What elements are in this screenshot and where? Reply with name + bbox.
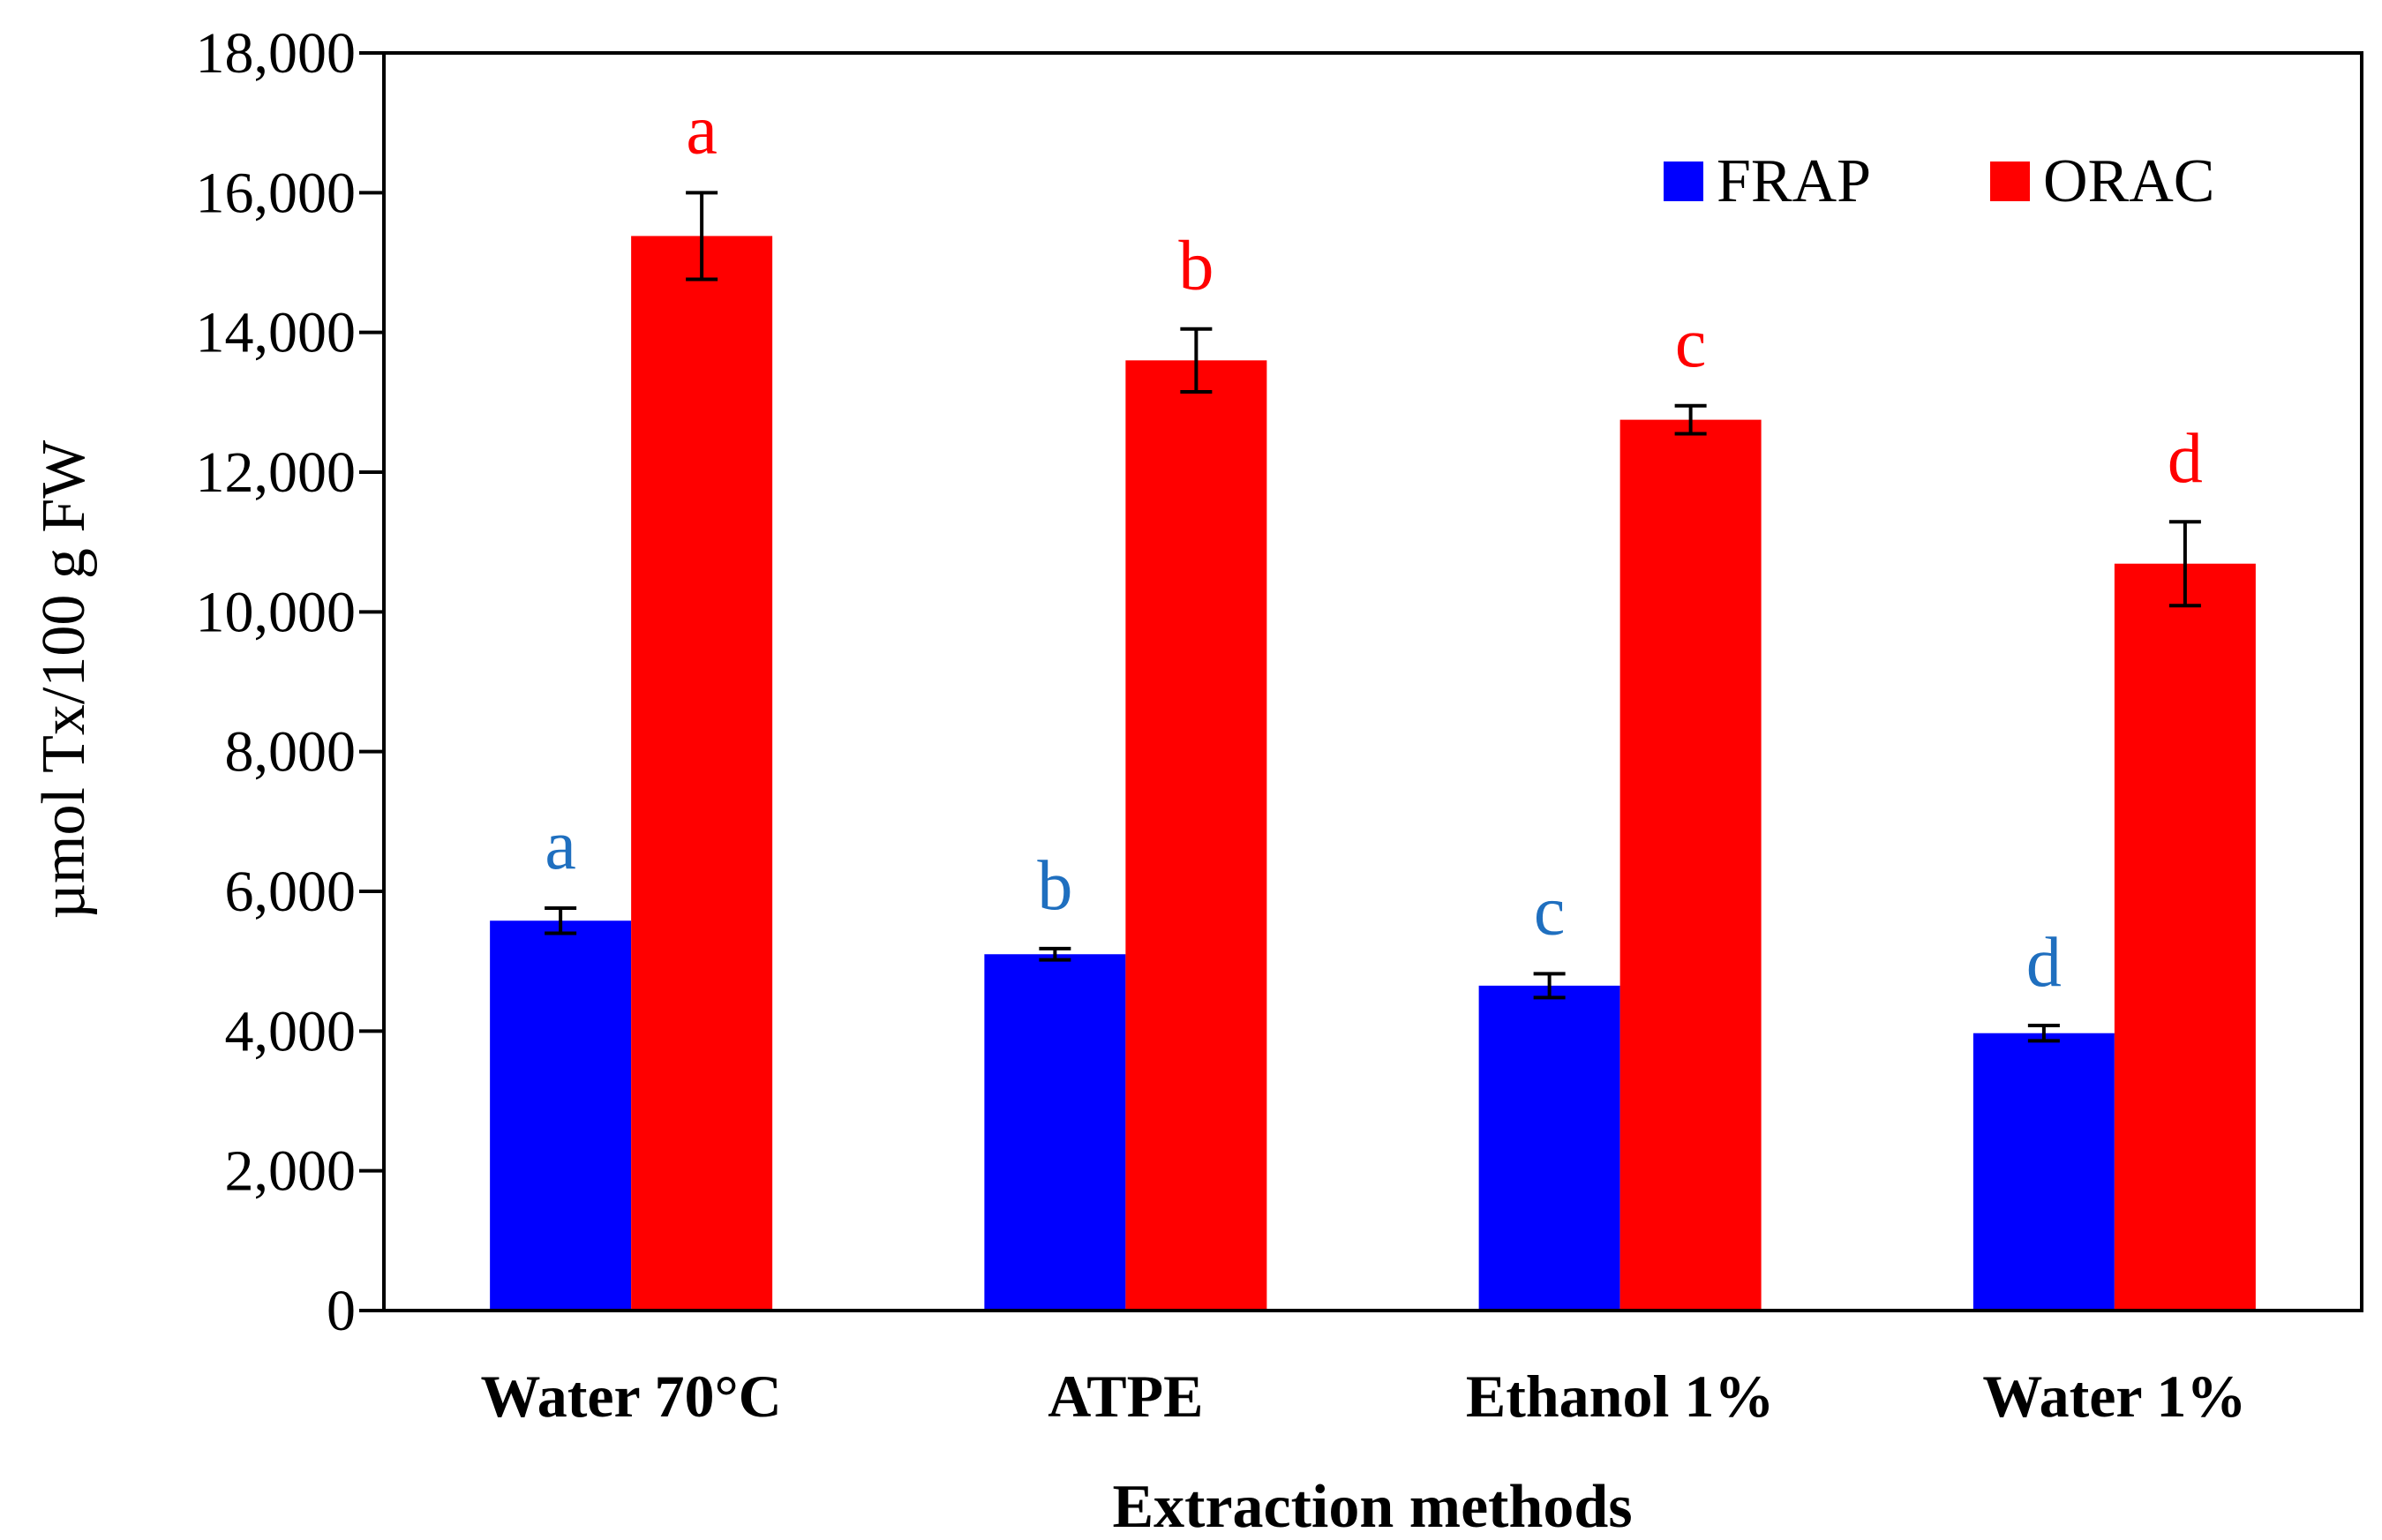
y-tick-label: 18,000 — [196, 21, 357, 86]
y-axis-title: µmol Tx/100 g FW — [30, 440, 98, 920]
bar-orac — [1619, 419, 1762, 1311]
legend-item-frap: FRAP — [1664, 147, 1871, 215]
y-axis: 0 2,000 4,000 6,000 8,000 10,000 12,000 14,000 1… — [196, 21, 384, 1343]
significance-label-orac: d — [2168, 420, 2203, 498]
plot-frame — [382, 51, 2363, 1312]
legend-swatch — [1990, 162, 2030, 201]
y-tick-label: 14,000 — [196, 301, 357, 365]
bar-frap — [1478, 985, 1620, 1311]
x-category-label: Water 1% — [1982, 1363, 2246, 1430]
significance-label-frap: c — [1534, 872, 1566, 950]
bar-frap — [984, 954, 1126, 1311]
significance-label-frap: a — [545, 807, 576, 884]
x-axis-title: Extraction methods — [1112, 1473, 1632, 1540]
x-category-label: Water 70°C — [480, 1363, 781, 1430]
significance-label-orac: c — [1675, 304, 1707, 382]
y-tick-label: 6,000 — [225, 860, 357, 924]
y-tick-label: 10,000 — [196, 580, 357, 644]
error-bar — [2168, 520, 2201, 608]
legend-label: ORAC — [2043, 147, 2214, 215]
x-category-label: ATPE — [1048, 1363, 1203, 1430]
error-bars-layer — [545, 191, 2201, 1043]
error-bar — [1533, 972, 1566, 1000]
y-tick-label: 4,000 — [225, 999, 357, 1063]
legend-swatch — [1664, 162, 1703, 201]
bar-frap — [1972, 1033, 2115, 1311]
y-tick-label: 8,000 — [225, 720, 357, 785]
bars-layer — [490, 236, 2256, 1311]
significance-label-frap: d — [2026, 924, 2062, 1002]
legend-item-orac: ORAC — [1990, 147, 2214, 215]
y-tick-label: 12,000 — [196, 440, 357, 505]
x-category-label: Ethanol 1% — [1466, 1363, 1775, 1430]
legend: FRAP ORAC — [1664, 147, 2214, 215]
legend-label: FRAP — [1717, 147, 1871, 215]
y-tick-label: 16,000 — [196, 161, 357, 225]
error-bar — [1180, 327, 1213, 394]
error-bar — [2027, 1024, 2060, 1043]
bar-orac — [2114, 563, 2256, 1311]
significance-label-orac: a — [686, 91, 718, 169]
x-axis: Water 70°C ATPE Ethanol 1% Water 1% — [480, 1363, 2246, 1430]
error-bar — [1674, 403, 1707, 436]
significance-labels-layer: a b c d a b c d — [545, 91, 2203, 1002]
y-tick-label: 0 — [327, 1279, 356, 1343]
significance-label-orac: b — [1178, 228, 1214, 305]
significance-label-frap: b — [1037, 847, 1072, 925]
bar-orac — [1125, 360, 1267, 1311]
error-bar — [686, 191, 718, 282]
error-bar — [545, 906, 577, 935]
error-bar — [1039, 946, 1071, 962]
bar-frap — [490, 920, 632, 1311]
y-tick-label: 2,000 — [225, 1139, 357, 1204]
bar-orac — [631, 236, 773, 1311]
